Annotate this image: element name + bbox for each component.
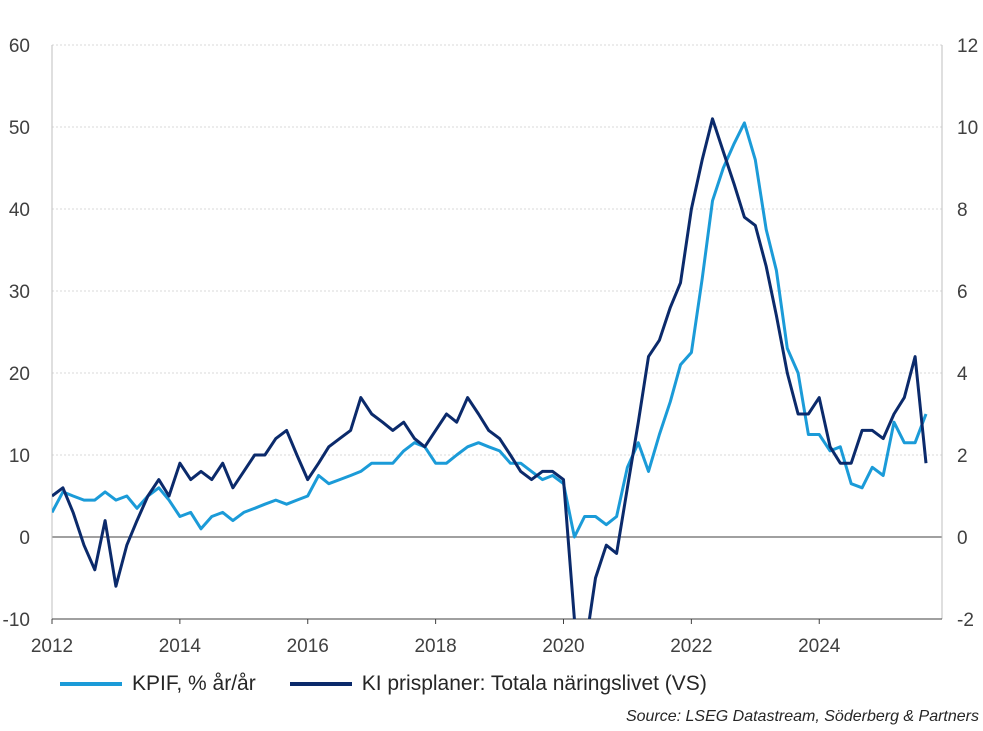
series-line-kpif [52,121,928,539]
y-right-tick-label: 12 [957,36,978,57]
legend-label-kpif: KPIF, % år/år [132,672,256,695]
legend-swatch-ki [289,682,352,686]
y-left-tick-label: 40 [9,200,30,221]
y-axis-right: 12 10 8 6 4 2 0 -2 [957,36,978,631]
y-right-tick-label: 4 [957,364,968,385]
gridlines [52,44,942,620]
legend-label-ki: KI prisplaner: Totala näringslivet (VS) [361,672,707,695]
x-tick-label: 2020 [542,636,584,657]
x-tick-label: 2024 [798,636,841,657]
legend-item-ki: KI prisplaner: Totala näringslivet (VS) [289,672,707,696]
chart: 2012 2014 2016 2018 2020 2022 2024 60504030201… [3,36,979,657]
y-right-tick-label: 0 [957,528,968,549]
legend-item-kpif: KPIF, % år/år [60,672,256,696]
legend: KPIF, % år/år KI prisplaner: Totala näri… [60,672,741,696]
y-left-tick-label: 50 [9,118,30,139]
source-note: Source: LSEG Datastream, Söderberg & Par… [625,708,979,725]
y-right-tick-label: 6 [957,282,968,303]
y-left-tick-label: -10 [3,610,30,631]
x-tick-label: 2012 [31,636,73,657]
y-left-tick-label: 10 [9,446,30,467]
x-tick-label: 2016 [287,636,329,657]
y-left-tick-label: 30 [9,282,30,303]
y-right-tick-label: 10 [957,118,978,139]
y-left-tick-label: 0 [19,528,30,549]
legend-swatch-kpif [60,682,122,686]
y-axis-left: 60 50 40 30 20 10 0 -10 [3,36,30,631]
x-tick-label: 2014 [159,636,202,657]
y-left-tick-label: 60 [9,36,30,57]
x-tick-label: 2018 [414,636,456,657]
y-right-tick-label: 8 [957,200,968,221]
y-right-tick-label: 2 [957,446,968,467]
series-line-ki-prisplaner [52,117,928,619]
y-right-tick-label: -2 [957,610,974,631]
series-lines [52,117,928,619]
x-tick-label: 2022 [670,636,712,657]
x-axis: 2012 2014 2016 2018 2020 2022 2024 [31,619,841,657]
y-left-tick-label: 20 [9,364,30,385]
